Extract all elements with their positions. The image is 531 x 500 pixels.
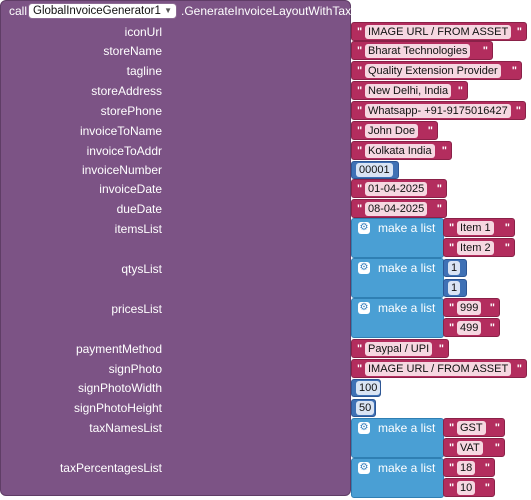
- param-label-itemsList: itemsList: [114, 222, 162, 236]
- number-field[interactable]: 50: [356, 401, 375, 415]
- text-field[interactable]: Bharat Technologies: [365, 44, 471, 58]
- make-list-label: make a list: [378, 261, 436, 275]
- gear-icon[interactable]: ⚙: [358, 262, 370, 274]
- text-block-tax-pct-2[interactable]: " 10 ": [443, 478, 495, 497]
- param-label-iconUrl: iconUrl: [124, 25, 162, 39]
- text-block-storeName[interactable]: " Bharat Technologies ": [351, 41, 493, 60]
- text-field[interactable]: 18: [457, 461, 476, 475]
- make-list-label: make a list: [378, 421, 436, 435]
- text-block-tax-name-2[interactable]: " VAT ": [443, 438, 505, 457]
- param-label-qtysList: qtysList: [121, 262, 162, 276]
- text-block-tagline[interactable]: " Quality Extension Provider ": [351, 61, 522, 80]
- param-label-signPhotoWidth: signPhotoWidth: [77, 381, 162, 395]
- number-field[interactable]: 100: [356, 381, 381, 395]
- make-list-label: make a list: [378, 301, 436, 315]
- method-name: .GenerateInvoiceLayoutWithTax: [181, 4, 352, 18]
- text-field[interactable]: Quality Extension Provider: [365, 64, 501, 78]
- param-label-storeAddress: storeAddress: [91, 84, 162, 98]
- text-block-storeAddress[interactable]: " New Delhi, India ": [351, 81, 468, 100]
- param-label-invoiceNumber: invoiceNumber: [81, 163, 162, 177]
- component-name: GlobalInvoiceGenerator1: [33, 5, 161, 17]
- text-field[interactable]: 01-04-2025: [365, 182, 428, 196]
- number-field[interactable]: 1: [448, 281, 461, 295]
- text-block-invoiceDate[interactable]: " 01-04-2025 ": [351, 179, 447, 198]
- text-block-storePhone[interactable]: " Whatsapp- +91-9175016427 ": [351, 101, 526, 120]
- param-label-invoiceDate: invoiceDate: [99, 182, 162, 196]
- text-field[interactable]: GST: [457, 421, 486, 435]
- procedure-call-block[interactable]: call GlobalInvoiceGenerator1 ▼ .Generate…: [0, 0, 351, 496]
- number-field[interactable]: 1: [448, 261, 461, 275]
- param-label-pricesList: pricesList: [111, 302, 162, 316]
- text-block-item-2[interactable]: " Item 2 ": [443, 238, 515, 257]
- make-list-block-items[interactable]: ⚙ make a list: [351, 218, 444, 258]
- text-field[interactable]: VAT: [457, 441, 483, 455]
- param-label-signPhotoHeight: signPhotoHeight: [73, 401, 162, 415]
- number-block-signPhotoWidth[interactable]: 100: [351, 379, 381, 397]
- text-block-dueDate[interactable]: " 08-04-2025 ": [351, 199, 447, 218]
- text-field[interactable]: 999: [457, 301, 482, 315]
- text-block-price-2[interactable]: " 499 ": [443, 318, 500, 337]
- text-field[interactable]: IMAGE URL / FROM ASSET: [365, 25, 512, 39]
- make-list-label: make a list: [378, 461, 436, 475]
- number-block-signPhotoHeight[interactable]: 50: [351, 399, 376, 417]
- text-field[interactable]: Item 2: [457, 241, 494, 255]
- text-field[interactable]: 08-04-2025: [365, 202, 428, 216]
- text-block-tax-pct-1[interactable]: " 18 ": [443, 458, 495, 477]
- param-label-signPhoto: signPhoto: [108, 362, 162, 376]
- number-block-qty-1[interactable]: 1: [443, 259, 467, 277]
- text-block-paymentMethod[interactable]: " Paypal / UPI ": [351, 339, 449, 358]
- call-keyword: call: [9, 4, 28, 18]
- text-block-signPhoto[interactable]: " IMAGE URL / FROM ASSET ": [351, 359, 527, 378]
- param-label-dueDate: dueDate: [116, 202, 162, 216]
- text-block-iconUrl[interactable]: " IMAGE URL / FROM ASSET ": [351, 22, 527, 41]
- param-label-paymentMethod: paymentMethod: [75, 342, 162, 356]
- number-block-qty-2[interactable]: 1: [443, 279, 467, 297]
- component-dropdown[interactable]: GlobalInvoiceGenerator1 ▼: [28, 3, 177, 19]
- gear-icon[interactable]: ⚙: [358, 422, 370, 434]
- make-list-block-tax-percentages[interactable]: ⚙ make a list: [351, 458, 444, 498]
- number-block-invoiceNumber[interactable]: 00001: [351, 161, 399, 179]
- text-block-invoiceToName[interactable]: " John Doe ": [351, 121, 438, 140]
- param-label-tagline: tagline: [126, 64, 162, 78]
- make-list-block-qtys[interactable]: ⚙ make a list: [351, 258, 444, 298]
- param-label-storeName: storeName: [103, 44, 162, 58]
- text-field[interactable]: John Doe: [365, 124, 419, 138]
- text-field[interactable]: IMAGE URL / FROM ASSET: [365, 362, 512, 376]
- make-list-block-tax-names[interactable]: ⚙ make a list: [351, 418, 444, 458]
- param-label-taxNamesList: taxNamesList: [89, 421, 162, 435]
- chevron-down-icon: ▼: [164, 6, 172, 15]
- make-list-label: make a list: [378, 221, 436, 235]
- text-block-item-1[interactable]: " Item 1 ": [443, 218, 515, 237]
- text-field[interactable]: Item 1: [457, 221, 494, 235]
- param-label-invoiceToName: invoiceToName: [79, 124, 162, 138]
- text-field[interactable]: Kolkata India: [365, 144, 435, 158]
- param-label-invoiceToAddr: invoiceToAddr: [86, 144, 162, 158]
- text-field[interactable]: New Delhi, India: [365, 84, 452, 98]
- text-block-invoiceToAddr[interactable]: " Kolkata India ": [351, 141, 452, 160]
- text-field[interactable]: Whatsapp- +91-9175016427: [365, 104, 511, 118]
- gear-icon[interactable]: ⚙: [358, 462, 370, 474]
- gear-icon[interactable]: ⚙: [358, 302, 370, 314]
- text-block-tax-name-1[interactable]: " GST ": [443, 418, 505, 437]
- text-field[interactable]: 499: [457, 321, 482, 335]
- number-field[interactable]: 00001: [356, 163, 393, 177]
- text-block-price-1[interactable]: " 999 ": [443, 298, 500, 317]
- param-label-taxPercentagesList: taxPercentagesList: [59, 461, 162, 475]
- text-field[interactable]: Paypal / UPI: [365, 342, 433, 356]
- gear-icon[interactable]: ⚙: [358, 222, 370, 234]
- text-field[interactable]: 10: [457, 481, 476, 495]
- param-label-storePhone: storePhone: [100, 104, 162, 118]
- make-list-block-prices[interactable]: ⚙ make a list: [351, 298, 444, 338]
